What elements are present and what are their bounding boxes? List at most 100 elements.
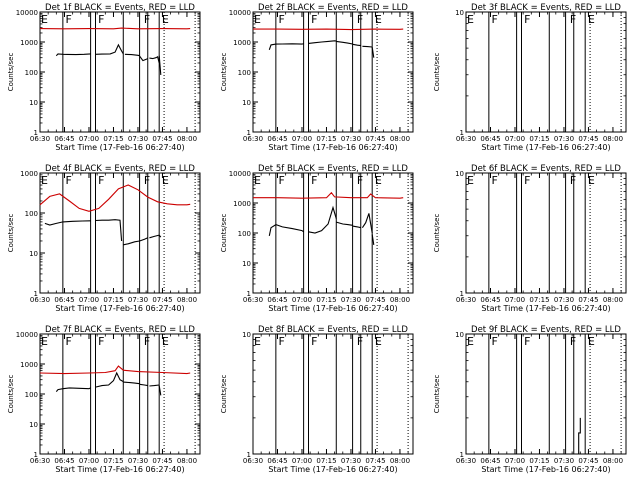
x-tick-label: 06:30 [456,135,476,143]
x-tick-label: 06:30 [243,296,263,304]
state-label: E [588,174,595,187]
panel-det-7: Det 7f BLACK = Events, RED = LLD 1 10 100 10… [7,325,201,474]
x-tick-label: 06:30 [243,135,263,143]
events-series [55,43,162,75]
y-axis-label: Counts/sec [220,214,228,253]
y-tick-label: 1 [247,129,251,137]
x-tick-label: 07:15 [316,135,336,143]
x-tick-label: 08:00 [177,296,197,304]
panel-title: Det 3f BLACK = Events, RED = LLD [471,3,621,13]
events-series-line [308,205,337,234]
panel-det-9: Det 9f BLACK = Events, RED = LLD 1 10 06:30… [433,325,627,474]
lld-series-line [39,184,191,212]
x-tick-label: 07:45 [365,296,385,304]
y-tick-label: 10000 [229,9,251,17]
state-label: E [162,335,169,348]
state-label: F [524,174,530,187]
lld-series-line [253,28,404,31]
state-label: F [311,335,317,348]
y-tick-label: 1 [34,290,38,298]
state-label: E [588,13,595,26]
x-tick-label: 07:45 [365,135,385,143]
state-label: E [41,13,48,26]
events-series-line [95,219,123,242]
plot-frame [465,172,627,294]
x-tick-label: 07:00 [505,457,525,465]
state-label: E [375,13,382,26]
panel-det-8: Det 8f BLACK = Events, RED = LLD 1 10 06:30… [220,325,414,474]
state-label: F [65,13,71,26]
x-tick-label: 07:30 [128,296,148,304]
x-tick-label: 07:30 [554,135,574,143]
x-tick-label: 07:30 [554,296,574,304]
events-series-line [336,221,353,226]
events-series-line [95,371,124,388]
x-tick-label: 07:30 [341,457,361,465]
x-tick-label: 08:00 [390,296,410,304]
y-tick-label: 10 [29,250,38,258]
x-axis-label: Start Time (17-Feb-16 06:27:40) [55,304,184,313]
events-series-line [352,43,361,47]
state-label: F [357,335,363,348]
panel-det-6: Det 6f BLACK = Events, RED = LLD 1 10 06:30… [433,164,627,313]
y-tick-label: 10 [455,331,464,339]
x-axis-label: Start Time (17-Feb-16 06:27:40) [481,465,610,474]
state-label: F [144,174,150,187]
state-label: F [98,174,104,187]
state-label: F [524,335,530,348]
y-tick-label: 1000 [233,200,251,208]
events-series-line [578,417,581,454]
events-series-line [362,45,373,48]
y-axis-label: Counts/sec [220,375,228,414]
events-series-line [371,47,375,58]
state-label: F [491,335,497,348]
x-tick-label: 07:30 [128,457,148,465]
x-tick-label: 07:45 [152,296,172,304]
y-axis-label: Counts/sec [7,214,15,253]
state-label: E [467,335,474,348]
y-tick-label: 10000 [16,331,38,339]
lld-series [39,365,191,375]
state-label: E [254,335,261,348]
y-tick-label: 100 [238,230,251,238]
events-series-line [123,381,140,385]
panel-title: Det 7f BLACK = Events, RED = LLD [45,325,195,335]
x-tick-label: 06:45 [480,457,500,465]
state-label: E [162,13,169,26]
x-tick-label: 08:00 [177,135,197,143]
state-label: E [254,13,261,26]
x-tick-label: 08:00 [390,135,410,143]
events-series-line [149,55,160,64]
events-series-line [95,43,124,55]
lld-series [253,191,404,199]
events-series-line [124,53,140,57]
y-tick-label: 1 [460,451,464,459]
x-tick-label: 08:00 [603,135,623,143]
state-label: F [311,174,317,187]
events-series-line [44,220,91,226]
y-tick-label: 1 [247,451,251,459]
state-label: E [162,174,169,187]
y-tick-label: 1 [460,129,464,137]
x-tick-label: 07:15 [103,457,123,465]
state-label: F [65,335,71,348]
x-axis-label: Start Time (17-Feb-16 06:27:40) [268,304,397,313]
state-label: E [375,174,382,187]
events-series [268,40,375,58]
x-axis-label: Start Time (17-Feb-16 06:27:40) [268,465,397,474]
events-series-line [149,234,160,239]
x-tick-label: 07:30 [128,135,148,143]
lld-series [253,28,404,31]
lld-series [39,27,191,30]
lld-series-line [253,191,404,199]
x-tick-label: 07:45 [578,296,598,304]
y-axis-label: Counts/sec [433,53,441,92]
plot-frame [465,333,627,455]
events-series-line [336,40,353,45]
y-tick-label: 10 [242,260,251,268]
state-label: F [524,13,530,26]
y-tick-label: 10 [242,99,251,107]
state-label: E [375,335,382,348]
events-series [55,371,162,396]
state-label: E [588,335,595,348]
